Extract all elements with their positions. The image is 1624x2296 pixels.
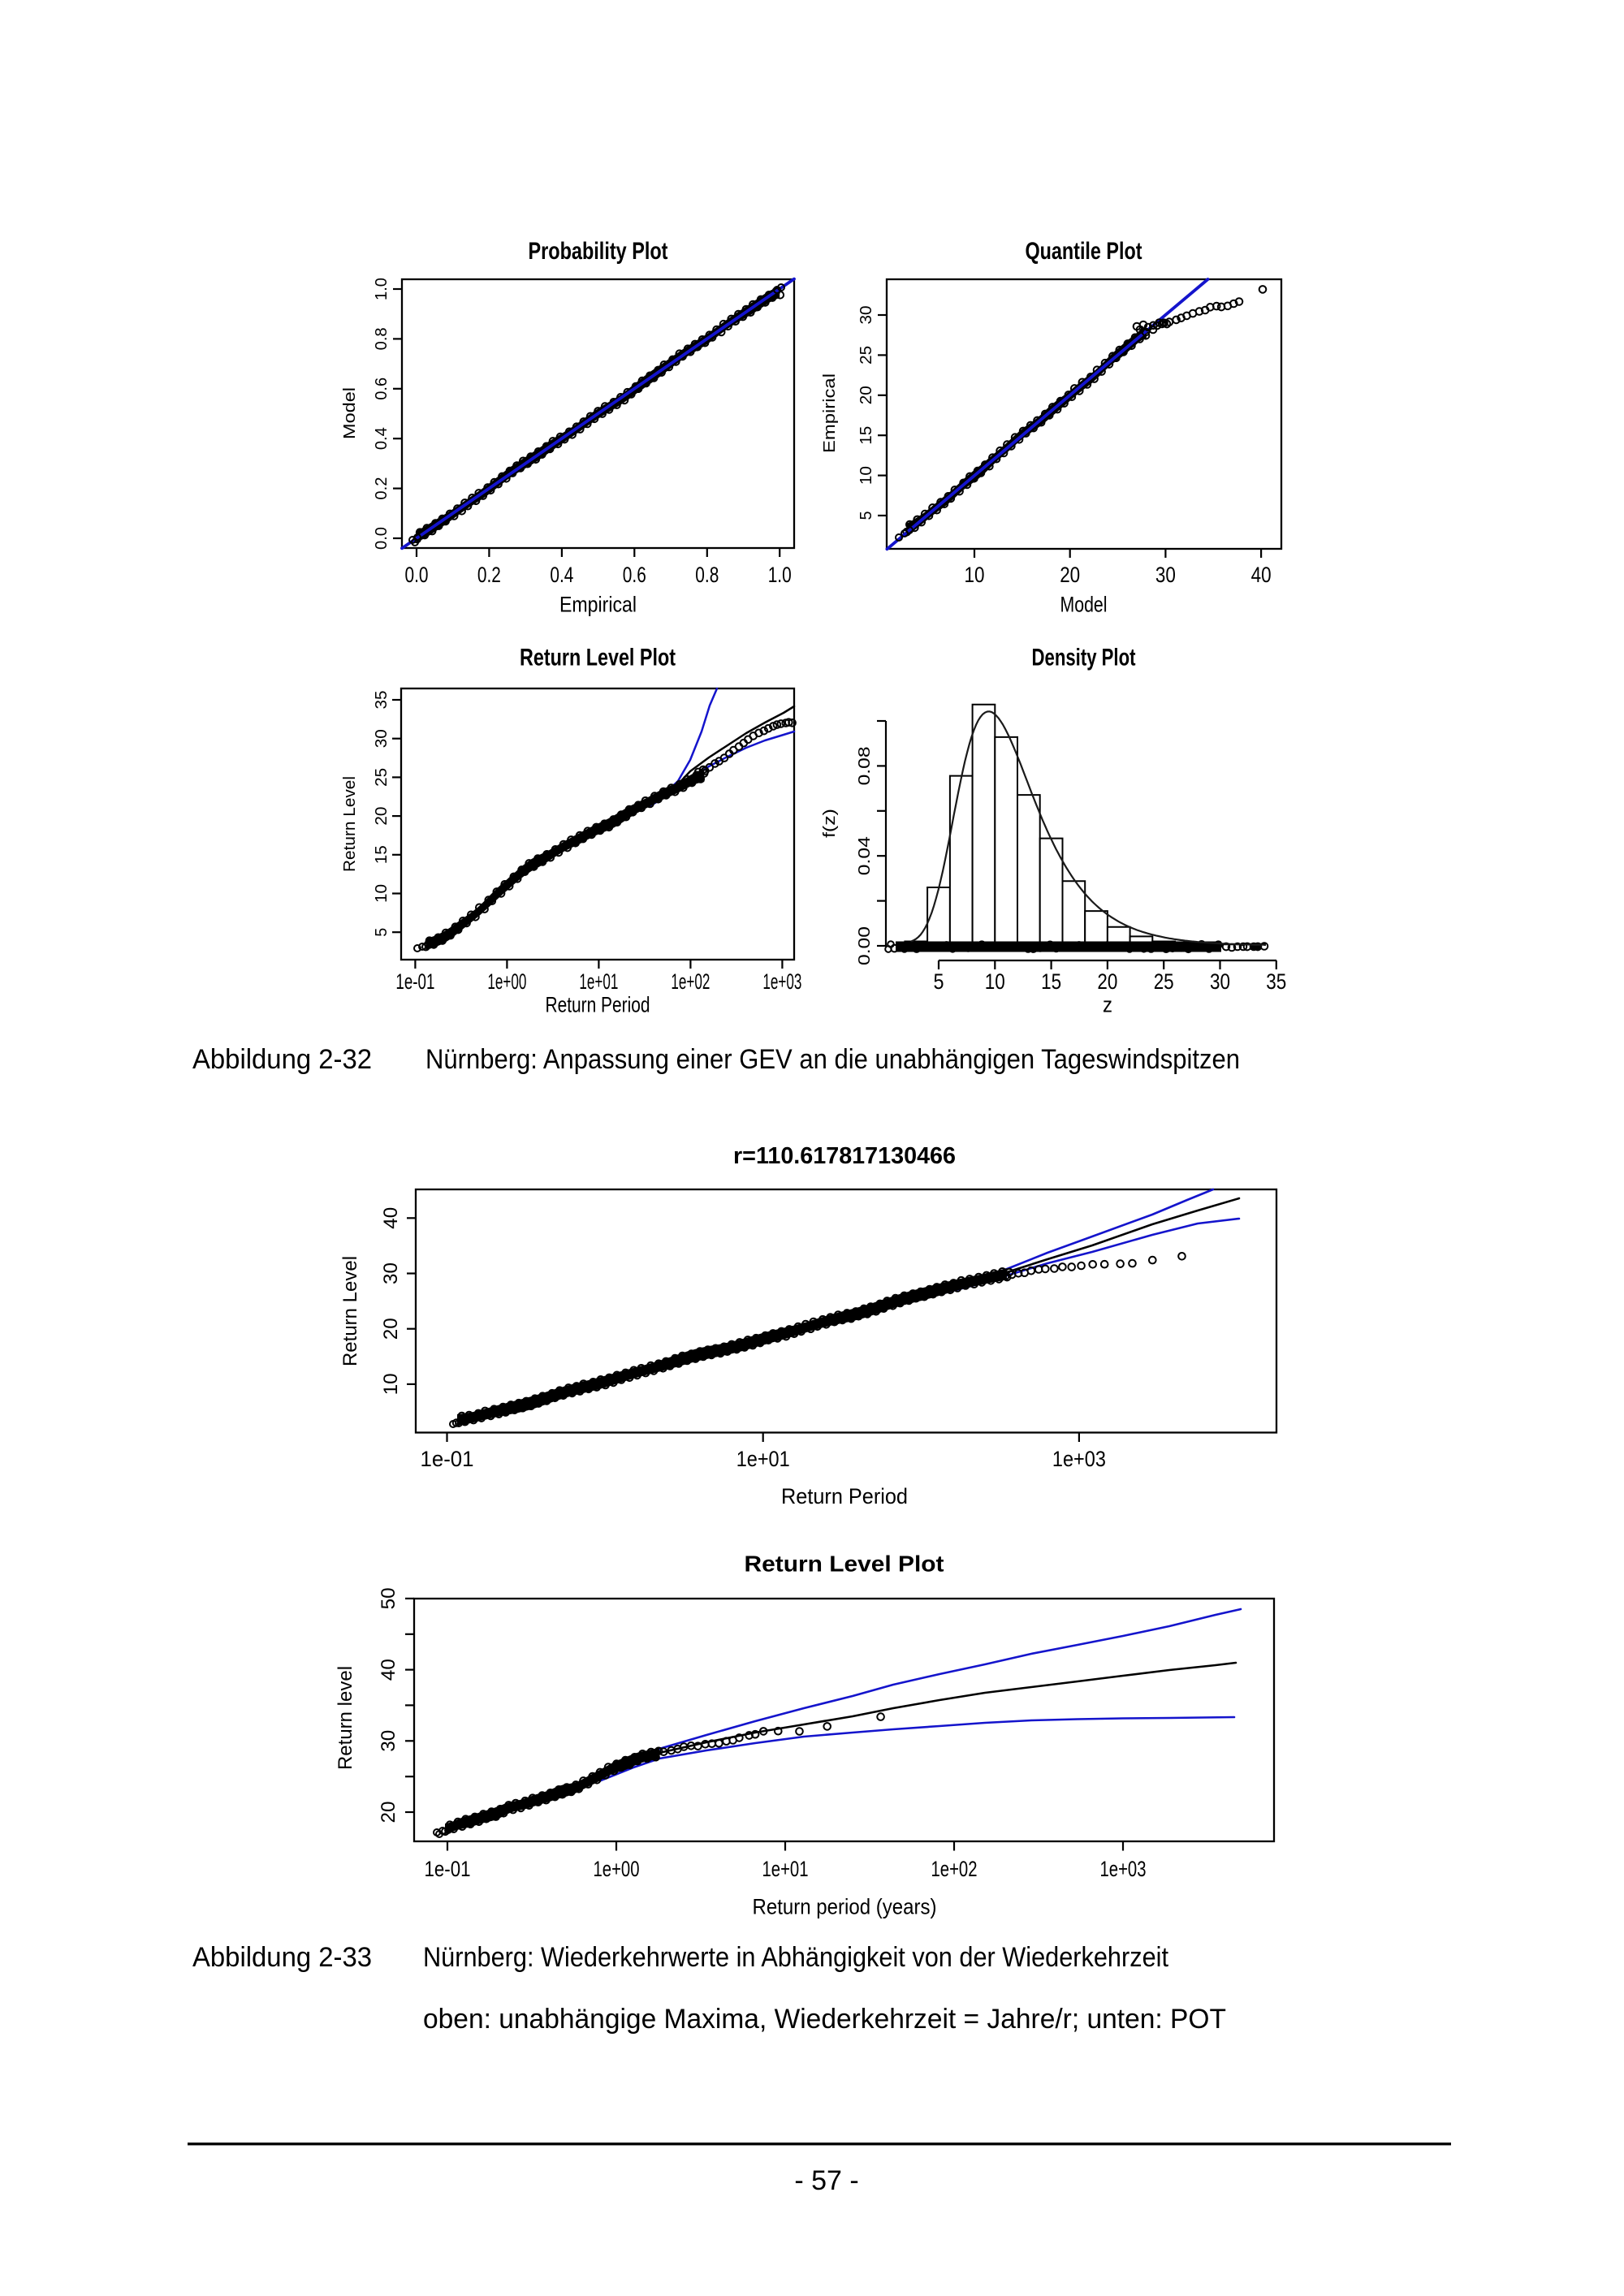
svg-text:5: 5 [934, 969, 944, 994]
svg-text:0.6: 0.6 [623, 563, 646, 587]
svg-text:Abbildung 2-32: Abbildung 2-32 [192, 1044, 372, 1075]
svg-text:Quantile Plot: Quantile Plot [1026, 238, 1142, 265]
svg-text:Return Period: Return Period [781, 1484, 908, 1508]
svg-text:1e+02: 1e+02 [671, 969, 710, 994]
svg-text:0.4: 0.4 [550, 563, 573, 587]
svg-text:20: 20 [1097, 969, 1117, 994]
svg-text:0.2: 0.2 [373, 477, 391, 500]
svg-text:10: 10 [373, 884, 391, 903]
svg-text:0.2: 0.2 [477, 563, 501, 587]
svg-text:10: 10 [380, 1373, 402, 1395]
svg-text:10: 10 [857, 466, 875, 485]
svg-text:Return level: Return level [335, 1666, 356, 1770]
svg-text:35: 35 [373, 691, 391, 710]
svg-text:10: 10 [985, 969, 1005, 994]
svg-text:Abbildung 2-33: Abbildung 2-33 [192, 1942, 372, 1973]
svg-text:1e-01: 1e-01 [421, 1447, 474, 1471]
svg-text:z: z [1103, 993, 1112, 1017]
svg-text:1.0: 1.0 [373, 278, 391, 300]
svg-text:40: 40 [378, 1659, 400, 1681]
svg-text:0.6: 0.6 [373, 378, 391, 400]
svg-text:15: 15 [373, 845, 391, 864]
svg-text:0.4: 0.4 [373, 427, 391, 450]
svg-text:Probability Plot: Probability Plot [529, 238, 668, 265]
svg-text:Model: Model [341, 387, 359, 439]
svg-text:r=110.617817130466: r=110.617817130466 [733, 1143, 956, 1169]
svg-text:25: 25 [1154, 969, 1174, 994]
svg-text:30: 30 [373, 729, 391, 748]
svg-text:25: 25 [857, 346, 875, 365]
svg-text:f(z): f(z) [821, 809, 839, 838]
svg-text:Return period (years): Return period (years) [753, 1895, 937, 1919]
svg-text:Nürnberg: Anpassung einer GEV: Nürnberg: Anpassung einer GEV an die una… [425, 1044, 1240, 1075]
svg-text:1e+00: 1e+00 [594, 1857, 640, 1881]
svg-text:40: 40 [380, 1207, 402, 1229]
svg-text:35: 35 [1266, 969, 1286, 994]
svg-text:1e+01: 1e+01 [762, 1857, 809, 1881]
svg-text:Density Plot: Density Plot [1032, 645, 1136, 671]
svg-text:0.00: 0.00 [856, 926, 874, 965]
svg-text:5: 5 [857, 511, 875, 520]
svg-text:1e+03: 1e+03 [762, 969, 801, 994]
svg-text:50: 50 [378, 1587, 400, 1609]
svg-text:20: 20 [380, 1318, 402, 1340]
svg-text:20: 20 [378, 1802, 400, 1823]
svg-text:1.0: 1.0 [768, 563, 792, 587]
svg-text:10: 10 [965, 563, 985, 587]
svg-text:0.8: 0.8 [373, 327, 391, 350]
svg-text:- 57 -: - 57 - [794, 2165, 858, 2196]
svg-text:0.0: 0.0 [373, 527, 391, 550]
svg-text:1e-01: 1e-01 [395, 969, 434, 994]
svg-text:Return Level Plot: Return Level Plot [745, 1552, 944, 1577]
svg-text:30: 30 [1210, 969, 1230, 994]
svg-text:0.0: 0.0 [405, 563, 429, 587]
svg-text:30: 30 [378, 1730, 400, 1752]
svg-text:1e+02: 1e+02 [931, 1857, 978, 1881]
svg-text:15: 15 [1041, 969, 1061, 994]
svg-text:0.04: 0.04 [856, 836, 874, 875]
svg-text:Return Level Plot: Return Level Plot [520, 645, 676, 671]
svg-text:30: 30 [380, 1262, 402, 1284]
svg-text:20: 20 [373, 807, 391, 826]
svg-text:1e+03: 1e+03 [1100, 1857, 1147, 1881]
svg-text:20: 20 [857, 386, 875, 404]
svg-text:1e+00: 1e+00 [487, 969, 526, 994]
svg-text:0.08: 0.08 [856, 746, 874, 785]
svg-text:25: 25 [373, 768, 391, 787]
svg-text:Return Period: Return Period [546, 993, 650, 1017]
svg-text:20: 20 [1060, 563, 1080, 587]
svg-text:1e+03: 1e+03 [1052, 1447, 1106, 1471]
svg-text:Empirical: Empirical [559, 593, 637, 617]
svg-text:Model: Model [1060, 593, 1108, 617]
svg-text:Nürnberg: Wiederkehrwerte in A: Nürnberg: Wiederkehrwerte in Abhängigkei… [423, 1942, 1168, 1973]
svg-text:30: 30 [857, 306, 875, 325]
svg-text:Return Level: Return Level [341, 776, 359, 872]
svg-text:40: 40 [1251, 563, 1272, 587]
svg-text:Return Level: Return Level [339, 1256, 361, 1366]
svg-text:1e+01: 1e+01 [579, 969, 618, 994]
svg-text:Empirical: Empirical [821, 373, 839, 453]
svg-text:oben: unabhängige Maxima, Wied: oben: unabhängige Maxima, Wiederkehrzeit… [423, 2004, 1226, 2035]
svg-text:30: 30 [1155, 563, 1176, 587]
svg-text:15: 15 [857, 426, 875, 445]
svg-text:0.8: 0.8 [695, 563, 719, 587]
svg-text:1e+01: 1e+01 [736, 1447, 790, 1471]
svg-text:5: 5 [373, 928, 391, 937]
svg-text:1e-01: 1e-01 [425, 1857, 471, 1881]
